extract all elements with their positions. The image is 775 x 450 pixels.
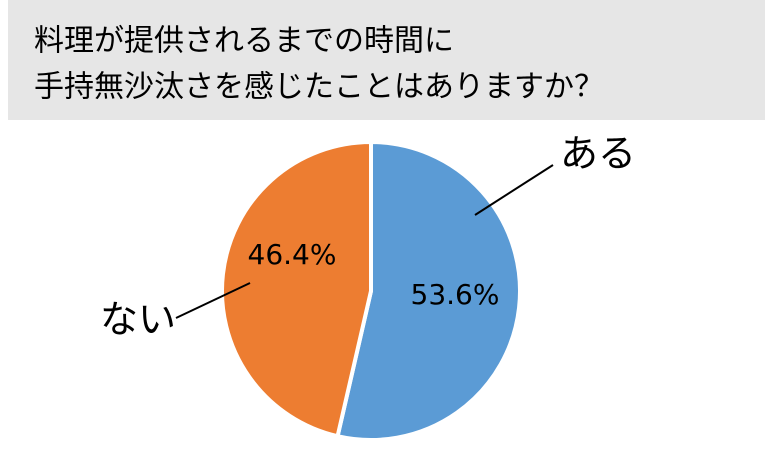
leader-line [474, 164, 554, 216]
leader-line [175, 282, 251, 319]
title-box [8, 0, 765, 120]
pie-slice [335, 139, 522, 442]
category-label: ある [560, 132, 636, 176]
category-label: ない [100, 298, 176, 342]
pie-slice [220, 139, 373, 439]
value-label: 46.4% [248, 238, 337, 271]
chart-title: 料理が提供されるまでの時間に [34, 24, 454, 59]
chart-title: 手持無沙汰さを感じたことはありますか？ [34, 70, 604, 105]
pie [220, 139, 522, 442]
value-label: 53.6% [411, 278, 500, 311]
